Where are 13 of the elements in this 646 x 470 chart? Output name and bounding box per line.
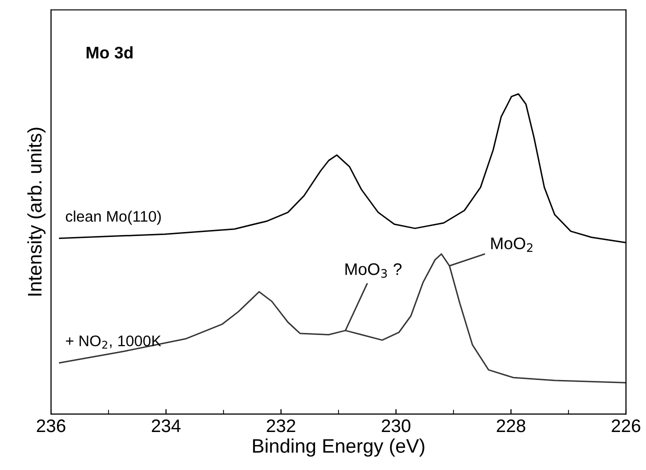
- x-axis-title: Binding Energy (eV): [253, 438, 424, 457]
- annotation: MoO$_{3}$ ?: [345, 263, 402, 278]
- series-label: + NO$_{2}$, 1000K: [66, 335, 162, 349]
- x-tick-label: 226: [612, 419, 640, 432]
- chart-title: Mo 3d: [86, 46, 133, 59]
- x-tick-label: 228: [496, 419, 526, 432]
- y-axis-title: Intensity (arb. units): [27, 128, 46, 296]
- x-tick-label: 236: [36, 419, 66, 432]
- series-label: clean Mo(110): [66, 210, 161, 225]
- x-tick-label: 230: [382, 419, 410, 432]
- annotation: MoO$_{2}$: [491, 238, 532, 252]
- x-tick-label: 232: [266, 419, 296, 432]
- x-tick-label: 234: [152, 419, 181, 432]
